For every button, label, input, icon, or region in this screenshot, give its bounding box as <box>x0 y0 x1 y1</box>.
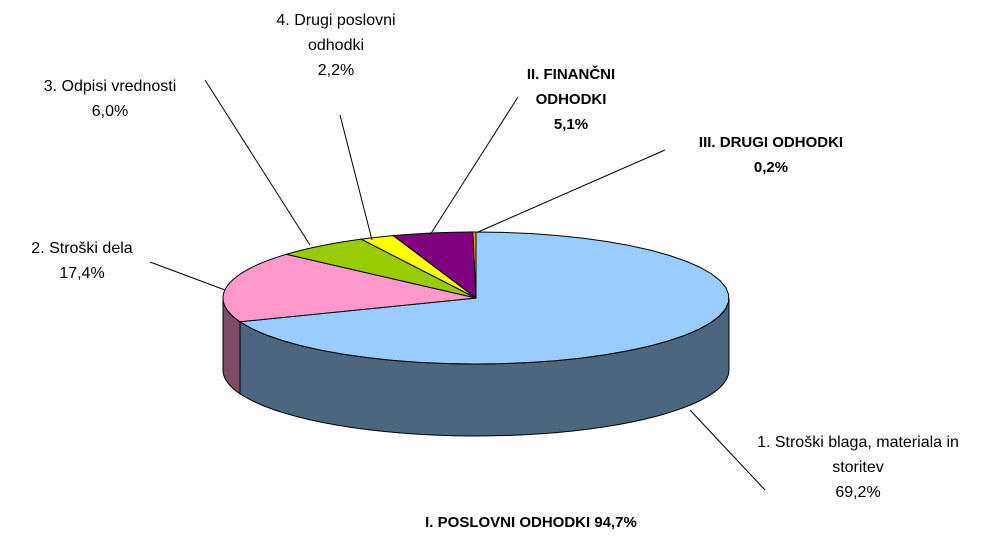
value-label: 17,4% <box>59 265 105 282</box>
category-label: 4. Drugi poslovni odhodki <box>276 12 396 54</box>
slice <box>392 231 477 300</box>
slice-label: 3. Odpisi vrednosti 6,0% <box>10 74 210 124</box>
leader-line <box>429 96 519 236</box>
leader-line <box>339 114 373 241</box>
category-label: III. DRUGI ODHODKI <box>698 134 844 151</box>
value-label: 69,2% <box>835 484 881 501</box>
slice-label: 1. Stroški blaga, materiala in storitev 6… <box>753 430 963 505</box>
category-label: 3. Odpisi vrednosti <box>43 78 177 95</box>
top-faces <box>222 231 730 365</box>
leader-line <box>689 409 766 491</box>
slice <box>222 253 477 323</box>
category-label: II. FINANČNI ODHODKI <box>526 66 616 108</box>
slice-label: 4. Drugi poslovni odhodki 2,2% <box>261 8 411 83</box>
leader-line <box>149 261 226 291</box>
slice <box>472 231 477 299</box>
slice-label: III. DRUGI ODHODKI 0,2% <box>651 130 891 180</box>
slice-label: II. FINANČNI ODHODKI 5,1% <box>506 62 636 137</box>
category-label: 1. Stroški blaga, materiala in storitev <box>757 434 959 476</box>
value-label: 2,2% <box>317 62 355 79</box>
leader-line <box>204 79 311 246</box>
annotation: I. POSLOVNI ODHODKI 94,7% <box>425 514 637 531</box>
value-label: 6,0% <box>91 103 129 120</box>
slice-label: 2. Stroški dela 17,4% <box>2 236 162 286</box>
value-label: 5,1% <box>553 116 589 133</box>
slice <box>238 231 730 365</box>
category-label: 2. Stroški dela <box>31 240 133 257</box>
slice <box>284 238 477 299</box>
slice <box>359 235 477 299</box>
value-label: 0,2% <box>753 159 789 176</box>
leader-line <box>477 149 666 233</box>
